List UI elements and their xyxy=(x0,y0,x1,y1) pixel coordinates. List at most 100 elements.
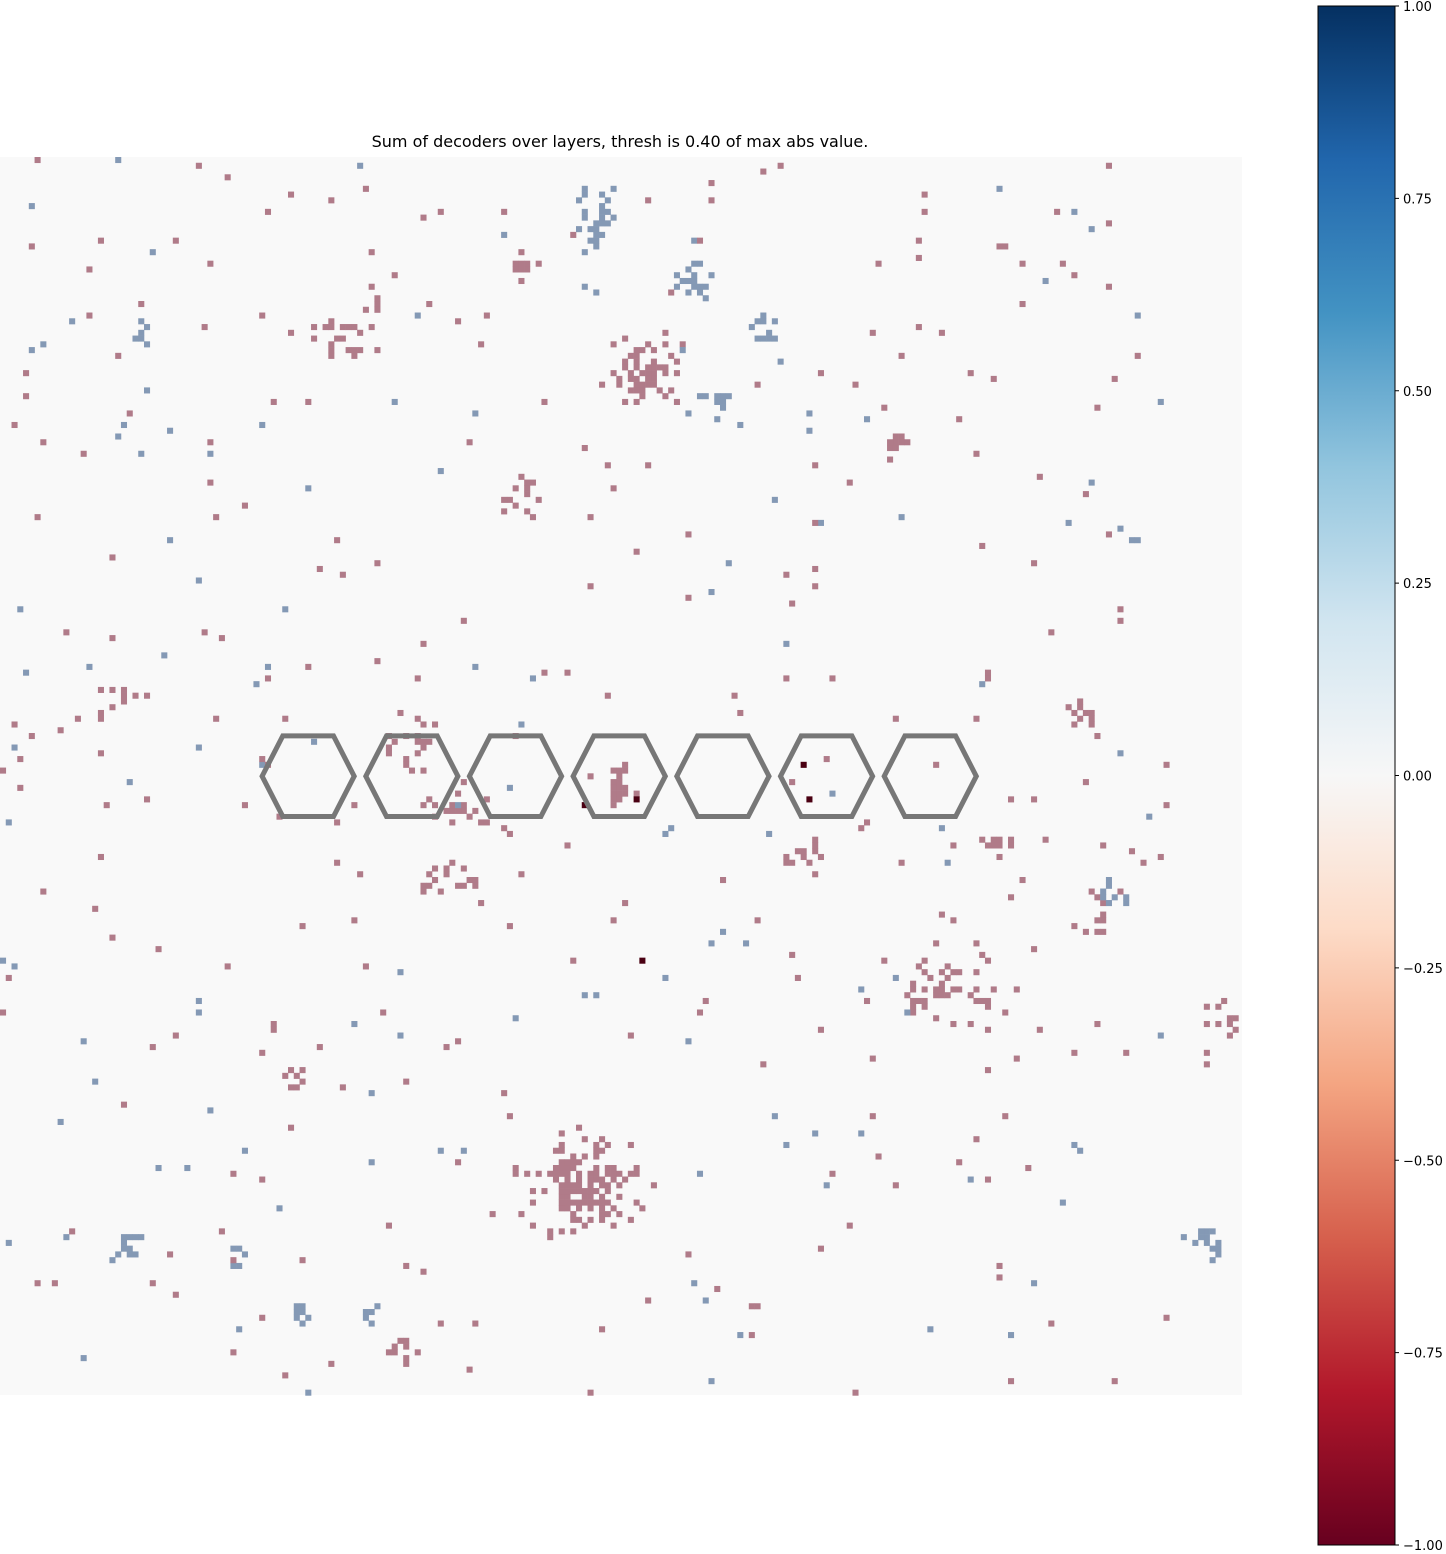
heatmap-cell xyxy=(524,479,531,486)
heatmap-cell xyxy=(1203,1003,1210,1010)
heatmap-cell xyxy=(80,450,87,457)
heatmap-cell xyxy=(927,1326,934,1333)
colorbar-tick-label: −0.50 xyxy=(1403,1154,1443,1169)
heatmap-cell xyxy=(1031,946,1038,953)
heatmap-cell xyxy=(760,312,767,319)
heatmap-cell xyxy=(1059,260,1066,267)
heatmap-cell xyxy=(887,445,894,452)
heatmap-cell xyxy=(604,462,611,469)
heatmap-cell xyxy=(115,157,122,164)
heatmap-cell xyxy=(812,462,819,469)
heatmap-cell xyxy=(374,658,381,665)
heatmap-cell xyxy=(766,329,773,336)
heatmap-cell xyxy=(472,410,479,417)
heatmap-cell xyxy=(673,370,680,377)
heatmap-cell xyxy=(1215,1003,1222,1010)
heatmap-cell xyxy=(241,802,248,809)
heatmap-cell xyxy=(720,404,727,411)
heatmap-cell xyxy=(345,347,352,354)
heatmap-cell xyxy=(420,640,427,647)
heatmap-cell xyxy=(259,1049,266,1056)
heatmap-cell xyxy=(1019,260,1026,267)
heatmap-cell xyxy=(633,1170,640,1177)
heatmap-cell xyxy=(1036,1026,1043,1033)
heatmap-cell xyxy=(633,1199,640,1206)
heatmap-cell xyxy=(587,1170,594,1177)
heatmap-cell xyxy=(466,439,473,446)
heatmap-cell xyxy=(23,669,30,676)
heatmap-cell xyxy=(328,318,335,325)
heatmap-cell xyxy=(616,1170,623,1177)
heatmap-cell xyxy=(852,1389,859,1396)
heatmap-cell xyxy=(403,756,410,763)
heatmap-cell xyxy=(696,237,704,244)
heatmap-cell xyxy=(385,744,392,751)
heatmap-cell xyxy=(610,784,617,791)
heatmap-cell xyxy=(40,439,47,446)
heatmap-cell xyxy=(673,283,680,290)
heatmap-cell xyxy=(708,272,715,279)
heatmap-cell xyxy=(1198,1228,1205,1235)
heatmap-cell xyxy=(650,1182,657,1189)
heatmap-cell xyxy=(800,761,807,768)
heatmap-cell xyxy=(288,329,295,336)
heatmap-cell xyxy=(28,347,35,354)
heatmap-cell xyxy=(512,260,519,267)
heatmap-cell xyxy=(910,980,917,987)
heatmap-cell xyxy=(1221,997,1228,1005)
heatmap-cell xyxy=(403,761,410,768)
heatmap-cell xyxy=(864,819,871,826)
heatmap-cell xyxy=(777,358,784,365)
heatmap-cell xyxy=(1071,1049,1078,1056)
heatmap-cell xyxy=(432,877,439,884)
heatmap-cell xyxy=(1031,1280,1038,1287)
heatmap-cell xyxy=(944,974,951,981)
heatmap-cell xyxy=(161,652,168,659)
heatmap-cell xyxy=(570,1153,577,1160)
heatmap-cell xyxy=(506,784,513,791)
heatmap-cell xyxy=(783,859,790,866)
heatmap-cell xyxy=(1088,479,1095,486)
heatmap-cell xyxy=(691,237,698,244)
heatmap-cell xyxy=(633,375,640,382)
heatmap-cell xyxy=(627,1032,634,1039)
heatmap-cell xyxy=(172,237,179,244)
heatmap-cell xyxy=(518,249,525,256)
heatmap-cell xyxy=(524,266,531,273)
colorbar-tick-label: −0.25 xyxy=(1403,962,1443,977)
heatmap-cell xyxy=(403,1343,410,1350)
heatmap-cell xyxy=(766,830,773,837)
heatmap-cell xyxy=(789,859,796,866)
heatmap-cell xyxy=(662,329,669,336)
heatmap-cell xyxy=(120,698,128,705)
heatmap-cell xyxy=(921,208,928,215)
heatmap-cell xyxy=(420,888,427,895)
heatmap-cell xyxy=(984,1067,992,1074)
heatmap-cell xyxy=(132,1251,139,1258)
heatmap-cell xyxy=(576,1176,583,1183)
heatmap-cell xyxy=(1048,1320,1055,1327)
heatmap-cell xyxy=(414,750,421,757)
heatmap-cell xyxy=(420,744,427,751)
heatmap-cell xyxy=(374,1303,381,1310)
heatmap-cell xyxy=(259,756,266,763)
heatmap-cell xyxy=(639,387,646,394)
heatmap-cell xyxy=(570,1228,577,1235)
heatmap-cell xyxy=(587,1199,594,1206)
heatmap-cell xyxy=(144,387,151,394)
heatmap-cell xyxy=(103,802,110,809)
heatmap-cell xyxy=(1082,779,1089,786)
heatmap-cell xyxy=(443,807,450,814)
heatmap-cell xyxy=(138,301,145,308)
chart-title: Sum of decoders over layers, thresh is 0… xyxy=(372,132,869,151)
heatmap-cell xyxy=(483,819,490,826)
heatmap-cell xyxy=(812,842,819,849)
heatmap-cell xyxy=(564,1188,571,1195)
heatmap-cell xyxy=(973,986,980,993)
heatmap-cell xyxy=(1163,1314,1170,1321)
heatmap-cell xyxy=(351,802,358,809)
heatmap-cell xyxy=(581,992,588,999)
heatmap-cell xyxy=(685,1251,692,1258)
heatmap-cell xyxy=(616,767,623,774)
heatmap-cell xyxy=(673,398,680,405)
